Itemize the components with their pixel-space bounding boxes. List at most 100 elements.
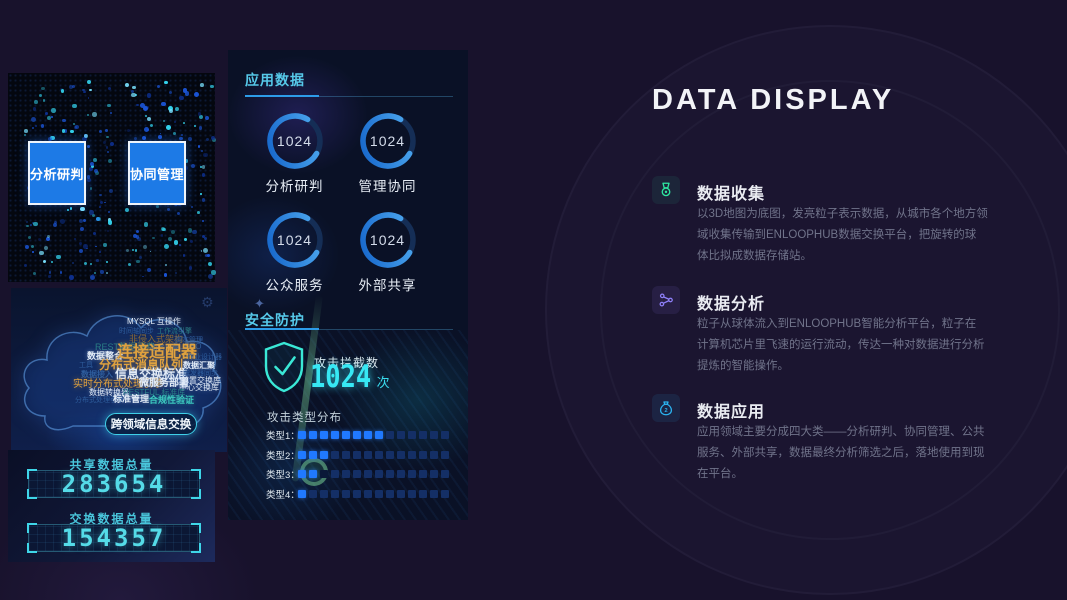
attack-type-row: 类型3：: [266, 470, 452, 481]
particle-dot: [201, 173, 206, 177]
particle-dot: [98, 251, 101, 254]
word-cloud-term: 分布式消息队列: [99, 358, 184, 372]
attack-intercept-unit: 次: [376, 375, 390, 390]
bar-block: [419, 470, 427, 478]
gauge-ring: [359, 212, 416, 268]
particle-dot: [191, 164, 196, 169]
particle-dot: [200, 250, 203, 252]
particle-dot: [164, 263, 167, 266]
particle-dot: [147, 268, 152, 273]
particle-dot: [179, 136, 183, 140]
particle-dot: [180, 133, 184, 137]
bar-block: [364, 431, 372, 439]
bar-block: [408, 450, 416, 459]
particle-dot: [143, 126, 149, 132]
particle-dot: [59, 271, 63, 274]
medal-icon: [652, 176, 680, 204]
word-cloud-term: 触发器同步: [183, 370, 218, 377]
particle-dot: [87, 97, 90, 100]
bar-block: [320, 470, 328, 478]
particle-dot: [54, 220, 58, 225]
bar-block: [430, 431, 438, 439]
particle-dot: [39, 93, 43, 97]
particle-dot: [86, 79, 92, 85]
particle-dot: [88, 166, 94, 172]
particle-dot: [178, 243, 181, 246]
particle-dot: [197, 112, 202, 116]
particle-dot: [84, 261, 88, 266]
bar-block: [331, 431, 339, 439]
svg-text:2: 2: [664, 408, 667, 414]
bar-block: [397, 470, 405, 478]
particle-dot: [184, 165, 189, 170]
particle-dot: [74, 237, 77, 240]
particle-dot: [78, 248, 83, 254]
bar-block: [309, 470, 317, 478]
shared-data-total-value: 283654: [61, 470, 167, 498]
gauge: 1024 外部共享: [341, 210, 434, 309]
particle-dot: [197, 211, 201, 215]
particle-dot: [50, 135, 55, 141]
particle-dot: [136, 259, 141, 264]
particle-dot: [136, 103, 139, 107]
particle-dot: [134, 93, 137, 96]
attack-type-row: 类型2：: [266, 450, 452, 462]
word-cloud-term: 时间轴同步: [119, 328, 154, 335]
particle-dot: [26, 224, 29, 227]
bar-block: [386, 431, 394, 439]
particle-dot: [144, 222, 149, 227]
bar-block: [430, 489, 438, 498]
particle-dot: [184, 159, 189, 164]
gauge-label: 管理协同: [358, 179, 417, 194]
particle-dot: [191, 229, 197, 235]
shared-data-total-box: 283654: [27, 469, 201, 499]
particle-dot: [183, 254, 186, 257]
particle-dot: [96, 217, 101, 222]
gauge-ring: [266, 113, 323, 169]
particle-dot: [176, 211, 180, 215]
particle-dot: [98, 130, 102, 134]
app-data-section-title: 应用数据: [245, 72, 305, 88]
particle-dot: [124, 82, 130, 88]
particle-dot: [142, 106, 148, 112]
particle-dot: [68, 84, 74, 90]
particle-dot: [41, 86, 45, 91]
word-cloud-term: 微服务部署: [139, 378, 189, 389]
bar-block: [375, 470, 383, 478]
particle-dot: [24, 264, 27, 267]
particle-dot: [127, 128, 131, 132]
particle-dot: [100, 270, 104, 274]
particle-dot: [201, 165, 206, 169]
cross-domain-exchange-button[interactable]: 跨领域信息交换: [105, 413, 197, 435]
bar-block: [430, 450, 438, 459]
particle-dot: [95, 171, 100, 176]
bar-block: [375, 489, 383, 498]
particle-dot: [163, 244, 169, 250]
collaborative-management-button[interactable]: 协同管理: [128, 141, 186, 205]
particle-dot: [56, 255, 61, 260]
gauge-value: 1024: [369, 133, 406, 149]
particle-dot: [140, 102, 145, 108]
bar-block: [309, 431, 317, 439]
analysis-judgment-button[interactable]: 分析研判: [28, 141, 86, 205]
particle-dot: [184, 237, 188, 241]
particle-dot: [135, 230, 139, 234]
bar-block: [386, 450, 394, 459]
particle-dot: [86, 177, 92, 183]
particle-dot: [167, 205, 170, 208]
title-underline: [245, 95, 319, 97]
bar-block: [309, 450, 317, 459]
particle-dot: [146, 93, 152, 98]
description-line: 以3D地图为底图，发亮粒子表示数据，从城市各个地方领: [697, 208, 988, 220]
particle-dot: [168, 106, 173, 112]
particle-dot: [107, 104, 111, 108]
particle-dot: [62, 118, 67, 123]
gauge-ring: [266, 212, 323, 268]
bar-block: [375, 450, 383, 459]
particle-dot: [175, 106, 179, 111]
particle-dot: [162, 227, 166, 231]
bar-block: [342, 489, 350, 498]
particle-display-panel: 分析研判 协同管理: [8, 73, 216, 282]
bar-block: [364, 470, 372, 478]
particle-dot: [108, 188, 114, 194]
